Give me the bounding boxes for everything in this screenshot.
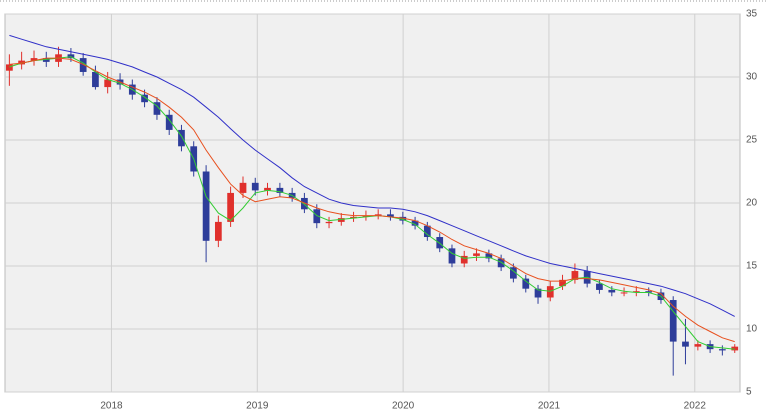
candle-body: [387, 214, 394, 217]
candle-body: [276, 187, 284, 193]
candle-body: [214, 221, 222, 241]
candle-body: [571, 271, 579, 280]
candle-body: [632, 291, 640, 293]
x-tick-label: 2019: [246, 401, 269, 412]
candle-body: [497, 258, 505, 268]
candle-body: [30, 58, 38, 61]
moving-average-line: [9, 56, 735, 350]
candle-body: [325, 221, 333, 224]
y-tick-label: 30: [746, 72, 758, 83]
candle-body: [362, 215, 370, 217]
candle-body: [79, 58, 87, 72]
candle-body: [6, 64, 13, 71]
candle-body: [510, 267, 517, 279]
candle-body: [436, 237, 444, 249]
candle-body: [485, 253, 493, 259]
candle-body: [718, 349, 726, 351]
candle-body: [337, 218, 345, 222]
candle-body: [239, 182, 247, 193]
x-tick-label: 2021: [538, 401, 561, 412]
candle-body: [374, 214, 382, 216]
candle-body: [202, 171, 210, 241]
candle-body: [141, 94, 148, 103]
y-tick-label: 25: [746, 135, 758, 146]
y-tick-label: 20: [746, 198, 758, 209]
candle-body: [731, 346, 739, 351]
candle-body: [313, 209, 321, 224]
candle-body: [178, 129, 185, 147]
candle-body: [620, 292, 628, 294]
candle-body: [546, 286, 554, 298]
candle-body: [559, 279, 566, 287]
candle-body: [423, 225, 431, 238]
candle-body: [104, 79, 112, 88]
x-tick-label: 2018: [100, 401, 123, 412]
candle-body: [473, 253, 480, 256]
candle-body: [448, 248, 456, 264]
moving-average-line: [9, 57, 735, 343]
candle-body: [411, 220, 419, 226]
candle-body: [227, 192, 234, 222]
candle-body: [460, 255, 468, 264]
y-tick-label: 35: [746, 9, 758, 20]
candle-body: [153, 102, 161, 115]
candle-body: [669, 300, 677, 342]
candle-body: [92, 71, 99, 88]
candle-body: [165, 114, 173, 130]
y-tick-label: 10: [746, 324, 758, 335]
candle-body: [301, 197, 308, 210]
candle-body: [534, 288, 542, 298]
candle-body: [264, 187, 271, 191]
moving-average-line: [9, 34, 735, 317]
candle-body: [608, 289, 616, 293]
y-tick-label: 5: [746, 387, 752, 398]
candle-body: [522, 278, 530, 289]
candle-body: [596, 283, 603, 290]
candle-body: [67, 54, 75, 59]
candle-body: [399, 216, 407, 221]
candle-body: [251, 182, 259, 191]
candle-body: [42, 58, 50, 62]
x-tick-label: 2020: [392, 401, 415, 412]
candle-body: [694, 344, 702, 347]
candle-body: [645, 291, 653, 293]
x-tick-label: 2022: [684, 401, 707, 412]
candle-body: [350, 216, 357, 219]
y-tick-label: 15: [746, 261, 758, 272]
candle-body: [18, 60, 25, 65]
candle-body: [682, 341, 689, 347]
